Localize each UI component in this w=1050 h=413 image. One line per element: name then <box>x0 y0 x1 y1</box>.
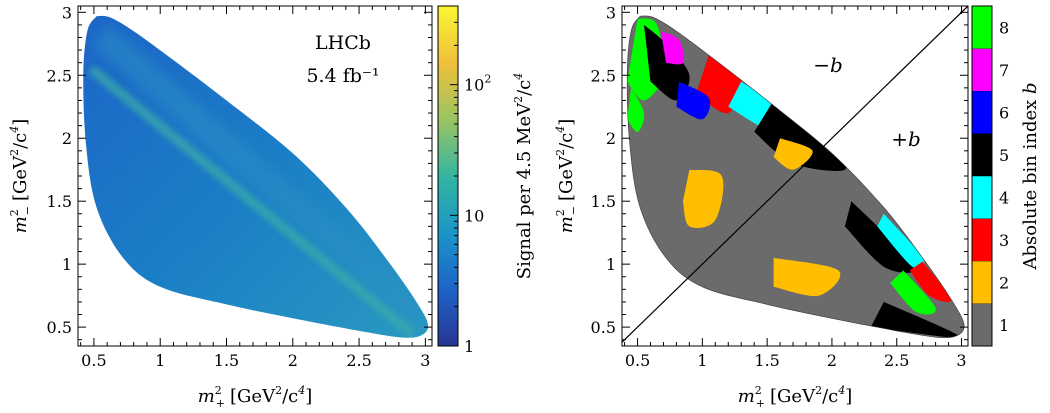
left-heatmap <box>83 15 429 338</box>
right-colorbar-bin-6 <box>972 91 992 134</box>
right-colorbar-bin-8 <box>972 6 992 49</box>
left-x-tick-label: 2 <box>288 351 298 370</box>
right-colorbar-bin-label: 2 <box>999 273 1009 292</box>
right-colorbar-bin-label: 7 <box>999 61 1009 80</box>
left-annotation-luminosity: 5.4 fb⁻¹ <box>306 65 379 87</box>
right-x-axis-label: m2 + [GeV2/c4] <box>738 384 853 410</box>
left-x-axis-label: m2 + [GeV2/c4] <box>198 384 313 410</box>
left-y-tick-label: 1 <box>62 255 72 274</box>
right-bin-region-5 <box>676 81 711 120</box>
right-bin-region-16 <box>627 87 645 132</box>
left-x-tick-label: 3 <box>420 351 430 370</box>
left-y-axis-label: m2−[GeV2/c4] <box>8 119 34 234</box>
right-colorbar-bin-5 <box>972 133 992 176</box>
right-annotation-minus-b: −b <box>813 53 843 77</box>
right-bin-region-8 <box>682 169 724 229</box>
left-x-tick-label: 0.5 <box>81 351 106 370</box>
right-colorbar-bin-7 <box>972 48 992 91</box>
right-colorbar-bin-label: 1 <box>999 316 1009 335</box>
right-bin-region-14 <box>890 270 936 315</box>
left-x-tick-label: 2.5 <box>346 351 371 370</box>
right-y-tick-label: 2 <box>606 129 616 148</box>
right-bin-region-15 <box>870 301 962 338</box>
right-colorbar-label: Absolute bin index b <box>1020 82 1041 270</box>
right-y-tick-label: 2.5 <box>591 66 616 85</box>
left-y-tick-label: 2 <box>62 129 72 148</box>
right-y-tick-label: 0.5 <box>591 318 616 337</box>
right-diagonal-line <box>622 6 968 343</box>
left-annotation-experiment: LHCb <box>315 32 371 54</box>
right-bin-region-9 <box>773 138 813 170</box>
right-bin-region-10 <box>773 257 841 297</box>
right-x-tick-label: 2.5 <box>884 351 909 370</box>
left-y-tick-label: 0.5 <box>47 318 72 337</box>
left-colorbar-tick-label: 102 <box>464 73 491 95</box>
left-x-axis: 0.5 1 1.5 2 2.5 3 <box>80 6 430 370</box>
right-y-tick-label: 1.5 <box>591 192 616 211</box>
left-colorbar: 1 10 102 Signal per 4.5 MeV2/c4 <box>437 5 535 356</box>
right-y-axis: 0.5 1 1.5 2 2.5 3 <box>591 3 968 341</box>
right-x-tick-label: 1.5 <box>754 351 779 370</box>
left-heatmap-feature-3 <box>88 65 416 338</box>
right-bin-region-6 <box>754 100 847 171</box>
right-colorbar-bin-label: 5 <box>999 146 1009 165</box>
left-y-axis: 0.5 1 1.5 2 2.5 3 <box>47 3 432 341</box>
right-colorbar-bin-label: 4 <box>999 188 1009 207</box>
left-chart: 0.5 1 1.5 2 2.5 3 0.511.522.53 LHCb 5.4 fb⁻¹ … <box>8 3 535 410</box>
right-colorbar-bin-1 <box>972 303 992 346</box>
right-x-tick-label: 2 <box>827 351 837 370</box>
right-x-axis: 0.5 1 1.5 2 2.5 3 <box>624 6 967 370</box>
right-colorbar-bin-3 <box>972 218 992 261</box>
left-x-tick-label: 1 <box>155 351 165 370</box>
right-chart: 0.5 1 1.5 2 2.5 3 0.5 1 1.5 2 2.5 3 −b +b m2 + [GeV2… <box>554 3 1041 410</box>
left-colorbar-tick-label: 1 <box>464 337 474 356</box>
right-colorbar-bin-label: 8 <box>999 18 1009 37</box>
left-y-tick-label: 3 <box>62 3 72 22</box>
right-bin-region-7 <box>637 138 821 297</box>
right-colorbar-bin-4 <box>972 176 992 219</box>
right-x-tick-label: 3 <box>956 351 966 370</box>
right-y-tick-label: 1 <box>606 255 616 274</box>
right-annotation-plus-b: +b <box>891 127 921 151</box>
right-x-tick-label: 1 <box>697 351 707 370</box>
right-colorbar-frame <box>971 5 993 347</box>
right-colorbar: 1 2 3 4 5 6 7 8 Absolute bin index b <box>971 5 1041 347</box>
right-y-axis-label: m2−[GeV2/c4] <box>554 119 580 234</box>
left-colorbar-label: Signal per 4.5 MeV2/c4 <box>512 73 535 280</box>
left-y-tick-label: 1.5 <box>47 192 72 211</box>
left-heatmap-feature-4 <box>91 25 429 331</box>
right-colorbar-bin-2 <box>972 261 992 304</box>
left-y-tick-label: 2.5 <box>47 66 72 85</box>
right-x-tick-label: 0.5 <box>625 351 650 370</box>
right-bin-region-13 <box>909 261 952 303</box>
right-colorbar-bin-label: 3 <box>999 231 1009 250</box>
left-x-tick-label: 1.5 <box>214 351 239 370</box>
right-bin-region-11 <box>844 201 917 273</box>
right-colorbar-bin-label: 6 <box>999 103 1009 122</box>
right-bin-region-2 <box>660 31 684 65</box>
right-bin-region-12 <box>877 213 925 269</box>
left-colorbar-tick-label: 10 <box>464 206 484 225</box>
right-allowed-region-outline <box>626 15 965 338</box>
right-y-tick-label: 3 <box>606 3 616 22</box>
